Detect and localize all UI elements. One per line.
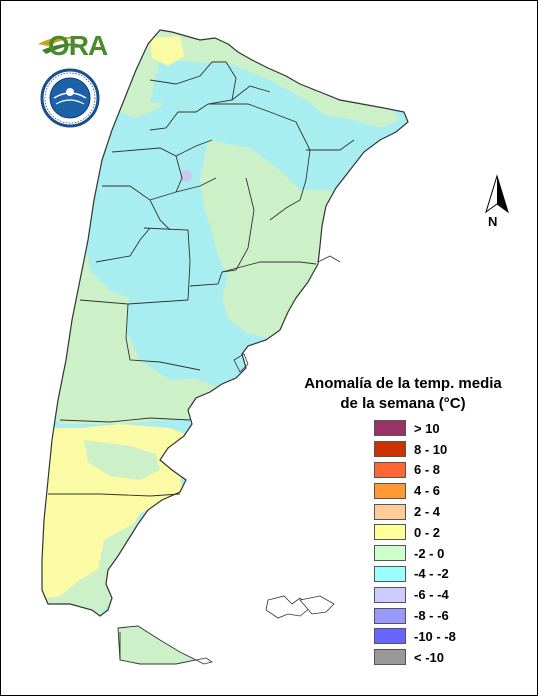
legend-item: > 10: [374, 418, 456, 439]
legend-list: > 10 8 - 10 6 - 8 4 - 6 2 - 4 0 - 2 -2 - 0 -4 -…: [374, 418, 456, 668]
legend-label: > 10: [414, 420, 440, 436]
legend-label: 0 - 2: [414, 524, 441, 540]
legend-swatch: [374, 649, 406, 666]
legend-swatch: [374, 441, 406, 458]
legend-swatch: [374, 524, 406, 541]
isla-estados: [194, 657, 213, 665]
zone-cyan-central-south: [126, 290, 250, 380]
legend-swatch: [374, 607, 406, 624]
province-borders: [41, 29, 409, 617]
legend-item: -4 - -2: [374, 564, 456, 585]
legend-swatch: [374, 586, 406, 603]
legend-label: 6 - 8: [414, 462, 441, 478]
legend-swatch: [374, 420, 406, 437]
north-arrow-icon: [485, 174, 509, 214]
legend-label: -4 - -2: [414, 566, 449, 582]
legend-swatch: [374, 503, 406, 520]
legend-title-line2: de la semana (°C): [340, 395, 466, 412]
tierra-del-fuego: [117, 625, 198, 665]
legend-title: Anomalía de la temp. media de la semana …: [288, 374, 518, 414]
legend-item: -2 - 0: [374, 543, 456, 564]
legend-item: -8 - -6: [374, 605, 456, 626]
river-plate: [317, 255, 341, 263]
coast-detail-1: [233, 353, 249, 373]
ora-logo-icon: [38, 36, 80, 54]
legend-swatch: [374, 545, 406, 562]
legend-label: 8 - 10: [414, 441, 448, 457]
legend-swatch: [374, 628, 406, 645]
legend-swatch: [374, 565, 406, 582]
zone-cyan-central-west: [80, 140, 210, 306]
north-label: N: [488, 214, 498, 229]
smn-seal-icon: [40, 68, 100, 128]
legend-swatch: [374, 461, 406, 478]
legend-item: 0 - 2: [374, 522, 456, 543]
legend-item: 8 - 10: [374, 439, 456, 460]
legend-label: -2 - 0: [414, 545, 445, 561]
legend-item: -6 - -4: [374, 584, 456, 605]
legend-item: 2 - 4: [374, 501, 456, 522]
legend-label: -8 - -6: [414, 608, 449, 624]
legend-item: 4 - 6: [374, 480, 456, 501]
zone-green-patagonia-mid: [84, 440, 160, 480]
legend-label: 4 - 6: [414, 483, 441, 499]
legend-title-line1: Anomalía de la temp. media: [304, 375, 502, 392]
legend-item: < -10: [374, 647, 456, 668]
legend-item: 6 - 8: [374, 460, 456, 481]
zone-yellow-north: [150, 36, 184, 66]
legend-swatch: [374, 482, 406, 499]
zone-lavender-spot: [180, 170, 192, 182]
legend-label: -6 - -4: [414, 587, 449, 603]
ora-logo: ORA: [48, 30, 108, 61]
legend-item: -10 - -8: [374, 626, 456, 647]
legend-label: -10 - -8: [414, 628, 456, 644]
malvinas-islands: [265, 595, 335, 619]
zone-cyan-north: [150, 60, 350, 176]
legend-label: < -10: [414, 649, 444, 665]
legend-label: 2 - 4: [414, 504, 441, 520]
